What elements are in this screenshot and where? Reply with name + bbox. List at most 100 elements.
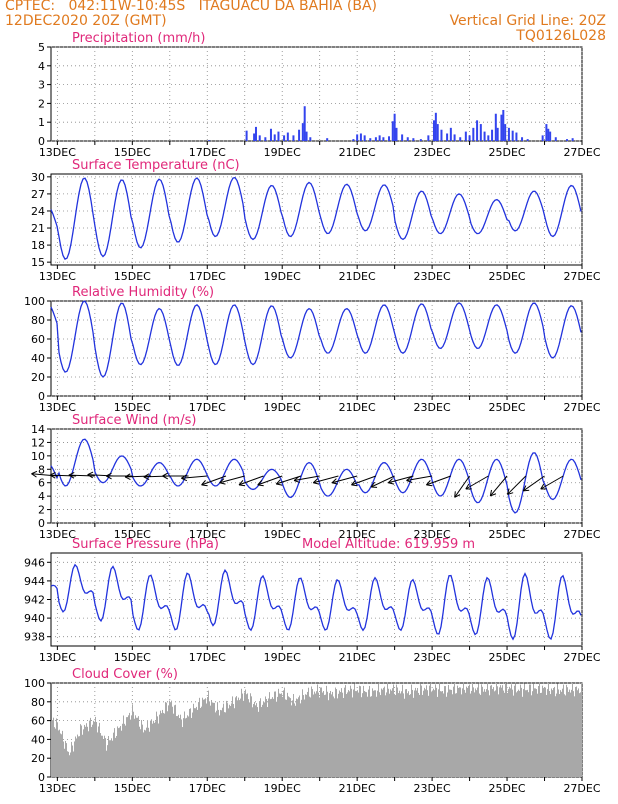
cloud-cover-bar <box>318 693 319 777</box>
cloud-cover-bar <box>369 686 370 777</box>
y-tick-label: 12 <box>31 436 45 449</box>
cloud-cover-bar <box>478 684 479 777</box>
cloud-cover-bar <box>147 721 148 777</box>
y-tick-label: 6 <box>38 477 45 490</box>
cloud-cover-bar <box>371 696 372 777</box>
y-tick-label: 20 <box>31 752 45 765</box>
cloud-cover-bar <box>541 693 542 777</box>
cloud-cover-bar <box>221 710 222 777</box>
x-tick-label: 25DEC <box>488 146 525 159</box>
cloud-cover-bar <box>83 729 84 777</box>
precip-bar <box>484 132 486 141</box>
precip-bar <box>497 128 499 141</box>
cloud-cover-bar <box>106 751 107 777</box>
cloud-cover-bar <box>381 689 382 777</box>
cloud-cover-bar <box>70 753 71 777</box>
cloud-cover-bar <box>292 700 293 777</box>
x-tick-label: 19DEC <box>264 528 301 541</box>
cloud-cover-bar <box>542 686 543 777</box>
cloud-cover-bar <box>476 690 477 777</box>
cloud-cover-bar <box>215 712 216 777</box>
cloud-cover-bar <box>200 708 201 777</box>
cloud-cover-bar <box>92 725 93 777</box>
cloud-cover-bar <box>561 692 562 777</box>
x-tick-label: 19DEC <box>264 270 301 283</box>
cloud-cover-bar <box>139 727 140 777</box>
cloud-cover-bar <box>460 687 461 777</box>
cloud-cover-bar <box>536 689 537 777</box>
cloud-cover-bar <box>375 690 376 777</box>
cloud-cover-bar <box>452 694 453 777</box>
cloud-cover-bar <box>224 712 225 777</box>
cloud-cover-bar <box>177 716 178 777</box>
cloud-cover-bar <box>233 704 234 777</box>
header-model-id: TQ0126L028 <box>516 28 606 44</box>
cloud-cover-bar <box>522 697 523 777</box>
precip-bar <box>253 133 255 141</box>
cloud-cover-bar <box>284 688 285 777</box>
cloud-cover-bar <box>345 685 346 777</box>
cloud-cover-bar <box>186 718 187 777</box>
cloud-cover-bar <box>484 689 485 777</box>
cloud-cover-bar <box>229 705 230 777</box>
x-tick-label: 23DEC <box>414 401 451 414</box>
cloud-cover-bar <box>255 705 256 777</box>
cloud-cover-bar <box>366 692 367 777</box>
cloud-cover-bar <box>547 689 548 777</box>
cloud-cover-bar <box>532 691 533 777</box>
cloud-cover-bar <box>438 689 439 777</box>
cloud-cover-bar <box>99 723 100 777</box>
cloud-cover-bar <box>523 689 524 777</box>
cloud-cover-bar <box>359 686 360 777</box>
cloud-cover-bar <box>572 683 573 777</box>
cloud-cover-bar <box>103 740 104 777</box>
cloud-cover-bar <box>481 684 482 777</box>
cloud-cover-bar <box>534 688 535 777</box>
cloud-cover-bar <box>124 724 125 777</box>
cloud-cover-bar <box>252 707 253 777</box>
cloud-cover-bar <box>384 687 385 777</box>
cloud-cover-bar <box>226 701 227 777</box>
cloud-cover-bar <box>308 688 309 777</box>
cloud-cover-bar <box>187 715 188 777</box>
cloud-cover-bar <box>173 714 174 777</box>
cloud-cover-bar <box>182 727 183 777</box>
cloud-cover-bar <box>305 694 306 777</box>
cloud-cover-bar <box>480 695 481 777</box>
cloud-cover-bar <box>107 745 108 777</box>
cloud-cover-bar <box>95 717 96 777</box>
cloud-cover-bar <box>150 721 151 777</box>
cloud-cover-bar <box>461 694 462 777</box>
cloud-cover-bar <box>459 687 460 777</box>
cloud-cover-bar <box>179 718 180 777</box>
precip-bar <box>270 129 272 141</box>
cloud-cover-bar <box>190 708 191 777</box>
cloud-cover-bar <box>237 700 238 777</box>
cloud-cover-bar <box>287 693 288 777</box>
cloud-cover-bar <box>335 688 336 777</box>
cloud-cover-bar <box>102 736 103 777</box>
cloud-cover-bar <box>569 690 570 777</box>
cloud-cover-bar <box>113 733 114 777</box>
x-tick-label: 13DEC <box>39 651 76 664</box>
cloud-cover-bar <box>512 690 513 777</box>
cloud-cover-bar <box>445 686 446 777</box>
cloud-cover-bar <box>216 711 217 777</box>
cloud-cover-bar <box>288 696 289 777</box>
cloud-cover-bar <box>309 697 310 777</box>
cloud-cover-bar <box>315 694 316 777</box>
cloud-cover-bar <box>196 707 197 777</box>
cloud-cover-bar <box>528 692 529 777</box>
cloud-cover-bar <box>398 693 399 777</box>
cloud-cover-bar <box>427 690 428 777</box>
cloud-cover-bar <box>166 703 167 777</box>
precip-bar <box>572 138 574 141</box>
precip-bar <box>437 124 439 141</box>
cloud-cover-bar <box>530 685 531 777</box>
cloud-cover-bar <box>439 684 440 777</box>
cloud-cover-bar <box>310 697 311 777</box>
y-tick-label: 4 <box>38 490 45 503</box>
cloud-cover-bar <box>126 717 127 777</box>
cloud-cover-bar <box>69 755 70 777</box>
cloud-cover-bar <box>508 689 509 777</box>
